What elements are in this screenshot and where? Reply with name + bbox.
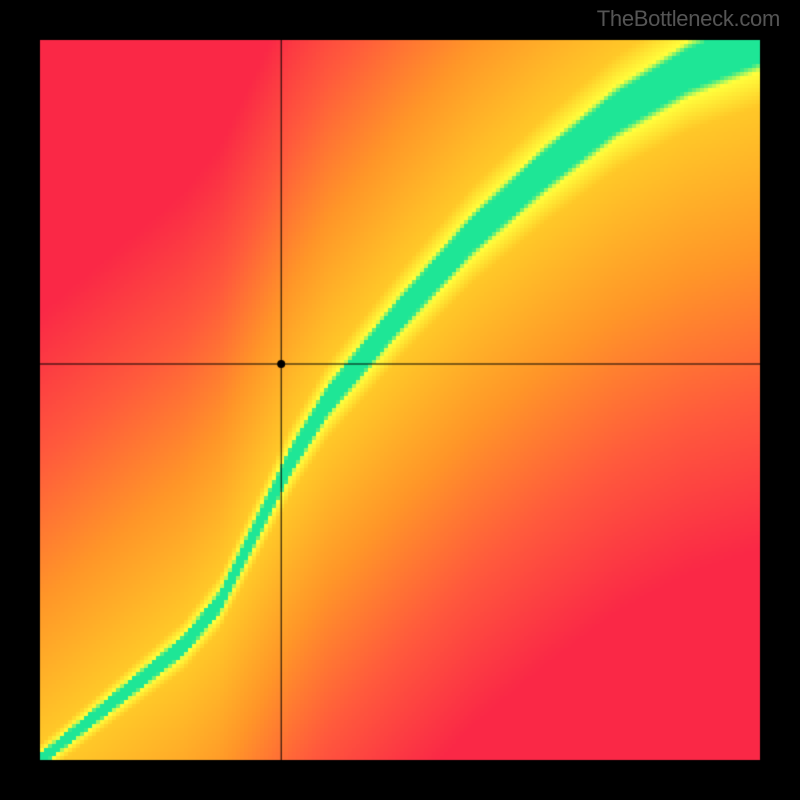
chart-container: TheBottleneck.com [0,0,800,800]
watermark-text: TheBottleneck.com [597,6,780,32]
bottleneck-heatmap [0,0,800,800]
